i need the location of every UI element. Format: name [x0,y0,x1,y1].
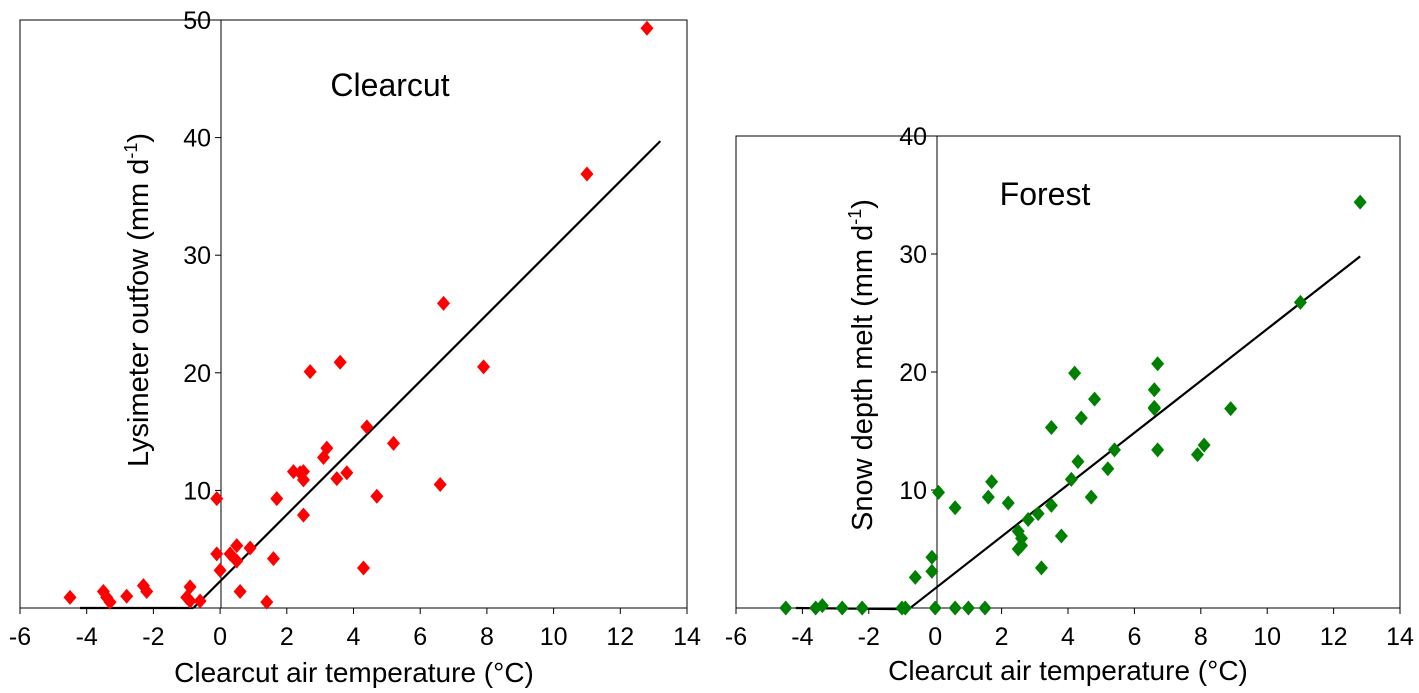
data-point [64,590,77,605]
x-tick-label: 2 [995,623,1009,651]
data-point [949,500,962,515]
x-tick-label: 8 [480,623,494,651]
data-point [1354,195,1367,210]
y-tick-label: 30 [183,242,211,270]
x-tick-label: 6 [413,623,427,651]
data-point [932,485,945,500]
y-axis-label-superscript: -1 [845,209,865,225]
data-point [1151,356,1164,371]
data-point [580,167,593,182]
data-point [1068,366,1081,381]
x-axis-label: Clearcut air temperature (°C) [888,655,1248,686]
data-point [1088,392,1101,407]
x-tick-label: 12 [606,623,634,651]
y-tick-label: 40 [899,123,927,151]
data-point [1002,495,1015,510]
data-point [856,601,869,616]
data-point [120,589,133,604]
data-point [1085,490,1098,505]
y-tick-label: 20 [899,359,927,387]
x-tick-label: 14 [673,623,701,651]
y-axis-label: Snow depth melt (mm d-1) [845,199,879,531]
clearcut-panel: -6 -4 -2 0 2 4 6 8 10 12 14 10 20 30 40 50 Clearcut Clear… [9,7,701,688]
data-point [1035,560,1048,575]
data-point [260,595,273,610]
x-tick-label: 4 [1061,623,1075,651]
x-tick-label: -4 [76,623,98,651]
data-point [962,601,975,616]
data-point [985,474,998,489]
panel-label: Forest [1000,176,1091,212]
data-point [297,508,310,523]
data-point [929,601,942,616]
data-point [234,584,247,599]
x-tick-label: 14 [1386,623,1414,651]
fit-line [193,141,660,608]
x-tick-label: -4 [791,623,813,651]
data-point [1055,529,1068,544]
y-tick-label: 30 [899,241,927,269]
data-point [434,477,447,492]
data-point [437,296,450,311]
data-point [640,21,653,36]
data-point [779,601,792,616]
data-point [1075,411,1088,426]
plot-frame [20,20,687,608]
x-tick-label: 10 [1253,623,1281,651]
data-point [267,551,280,566]
data-point [477,359,490,374]
y-axis-label-superscript: -1 [121,143,141,159]
fit-line [909,256,1361,609]
y-axis-label: Lysimeter outfow (mm d-1) [121,133,155,467]
data-point [949,601,962,616]
data-point [244,541,257,556]
x-tick-label: 10 [540,623,568,651]
x-tick-label: -6 [9,623,31,651]
data-point [1071,454,1084,469]
data-point [357,561,370,576]
x-tick-label: -2 [858,623,880,651]
x-tick-label: -6 [725,623,747,651]
y-axis-label-main: Snow depth melt (mm d [847,225,879,531]
x-tick-label: 0 [213,623,227,651]
data-point [387,436,400,451]
panel-label: Clearcut [330,67,449,103]
data-point [925,550,938,565]
data-point [1101,461,1114,476]
data-point [270,491,283,506]
data-point [836,601,849,616]
data-point [982,490,995,505]
data-point [1224,401,1237,416]
data-point [1148,382,1161,397]
data-point [909,570,922,585]
y-tick-label: 20 [183,360,211,388]
data-point [370,489,383,504]
data-point [979,601,992,616]
data-point [304,364,317,379]
data-point [1151,442,1164,457]
x-tick-label: 2 [280,623,294,651]
x-tick-label: 0 [928,623,942,651]
forest-panel: -6 -4 -2 0 2 4 6 8 10 12 14 10 20 30 40 Forest Clearcut … [725,123,1414,686]
x-tick-label: 4 [347,623,361,651]
y-axis-label-main: Lysimeter outfow (mm d [123,159,155,467]
x-tick-label: 12 [1320,623,1348,651]
x-axis-label: Clearcut air temperature (°C) [174,657,534,688]
y-tick-label: 10 [183,477,211,505]
data-point [334,355,347,370]
data-point [925,564,938,579]
y-tick-label: 50 [183,7,211,35]
data-point [1045,420,1058,435]
x-tick-label: 6 [1127,623,1141,651]
y-tick-label: 10 [899,477,927,505]
x-tick-label: 8 [1194,623,1208,651]
x-tick-label: -2 [142,623,164,651]
y-axis-label-close: ) [123,133,155,143]
y-axis-label-close: ) [847,199,879,209]
data-point [360,419,373,434]
y-tick-label: 40 [183,125,211,153]
